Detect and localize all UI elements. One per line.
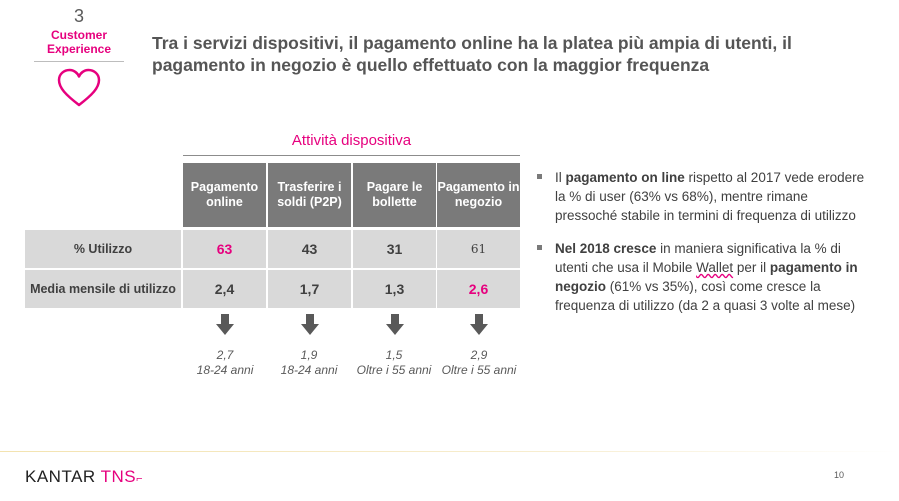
bullet-marker	[537, 174, 542, 179]
page-number: 10	[834, 470, 845, 480]
bullet-list: Il pagamento on line rispetto al 2017 ve…	[537, 168, 867, 329]
arrow-down-icon	[268, 314, 351, 341]
bullet-marker	[537, 245, 542, 250]
section-number: 3	[73, 6, 84, 26]
table-cell: 2,4	[183, 270, 266, 308]
section-label-line2: Experience	[46, 42, 112, 56]
row-label-media-mensile: Media mensile di utilizzo	[25, 270, 181, 308]
page-title: Tra i servizi dispositivi, il pagamento …	[152, 33, 792, 75]
caption-divider	[183, 155, 520, 156]
column-header-bollette: Pagare le bollette	[353, 163, 436, 227]
section-label-line1: Customer	[50, 28, 107, 42]
column-header-p2p: Trasferire i soldi (P2P)	[268, 163, 351, 227]
column-header-pagamento-online: Pagamento online	[183, 163, 266, 227]
table-cell: 2,6	[437, 270, 520, 308]
arrow-down-icon	[437, 314, 520, 341]
section-label: Customer Experience	[34, 28, 124, 56]
badge-divider	[34, 61, 124, 62]
table-cell: 31	[353, 230, 436, 268]
segment-note: 2,7 18-24 anni	[196, 348, 254, 377]
segment-note: 1,9 18-24 anni	[280, 348, 338, 377]
arrow-down-icon	[183, 314, 266, 341]
table-cell: 43	[268, 230, 351, 268]
footer-divider	[0, 451, 899, 452]
table-cell: 1,3	[353, 270, 436, 308]
bullet-negozio: Nel 2018 cresce in maniera significativa…	[537, 239, 867, 315]
arrow-down-icon	[353, 314, 436, 341]
table-cell: 63	[183, 230, 266, 268]
segment-note: 2,9 Oltre i 55 anni	[441, 348, 517, 377]
table-caption: Attività dispositiva	[291, 132, 412, 149]
table-cell: 61	[437, 230, 520, 268]
segment-note: 1,5 Oltre i 55 anni	[356, 348, 432, 377]
row-label-utilizzo: % Utilizzo	[25, 230, 181, 268]
heart-icon	[57, 68, 101, 107]
table-cell: 1,7	[268, 270, 351, 308]
kantar-tns-logo: KANTAR TNS⌐	[25, 467, 144, 486]
bullet-online: Il pagamento on line rispetto al 2017 ve…	[537, 168, 867, 225]
section-badge: 3 Customer Experience	[34, 6, 124, 108]
column-header-negozio: Pagamento in negozio	[437, 163, 520, 227]
